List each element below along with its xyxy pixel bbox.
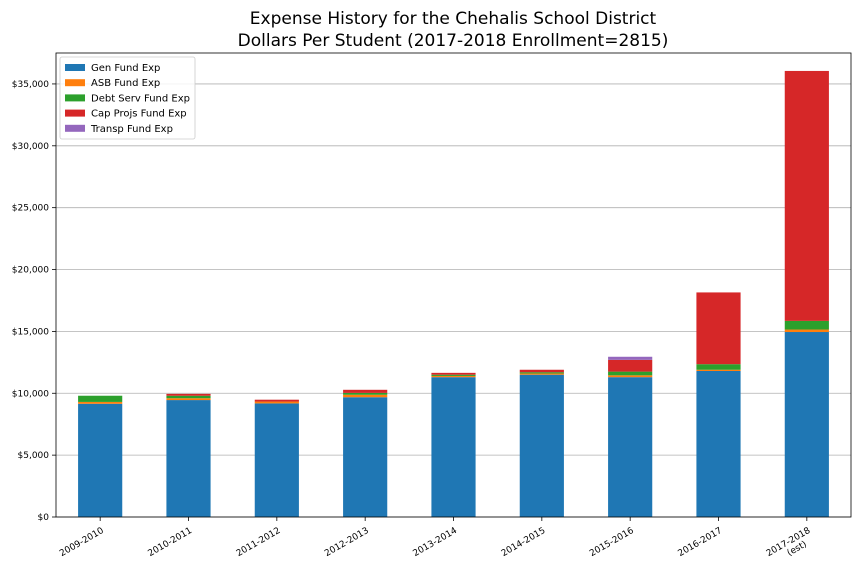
bars [78, 70, 829, 517]
bar-segment [608, 375, 653, 378]
bar-segment [608, 356, 653, 360]
bar-segment [431, 372, 476, 375]
legend-label: ASB Fund Exp [91, 78, 160, 89]
y-axis-ticks: $0 $5,000 $10,000 $15,000 $20,000 $25,000 $30,… [12, 80, 56, 523]
y-tick-label: $35,000 [12, 80, 49, 90]
bar-segment [343, 394, 388, 398]
bar-segment [431, 377, 476, 517]
x-tick-label-line: 2011-2012 [235, 526, 282, 559]
y-tick-label: $15,000 [12, 327, 49, 337]
x-tick-label: 2015-2016 [588, 526, 636, 559]
x-tick-label-line: 2010-2011 [147, 526, 194, 559]
bar-segment [343, 389, 388, 393]
chart-title: Expense History for the Chehalis School … [250, 9, 657, 29]
chart-subtitle: Dollars Per Student (2017-2018 Enrollmen… [238, 31, 669, 51]
bar-segment [254, 399, 299, 402]
bar-segment [696, 292, 741, 365]
x-tick-label-line: 2015-2016 [588, 526, 636, 559]
bar-segment [343, 397, 388, 517]
bar-segment [166, 393, 211, 396]
legend-label: Transp Fund Exp [90, 124, 173, 135]
bar-segment [608, 377, 653, 517]
bar-segment [696, 364, 741, 370]
bar-segment [784, 320, 829, 330]
legend-swatch [65, 109, 85, 117]
y-tick-label: $30,000 [12, 142, 49, 152]
bar-segment [519, 373, 564, 375]
y-tick-label: $5,000 [18, 451, 50, 461]
x-tick-label-line: 2009-2010 [58, 526, 106, 559]
bar-segment [608, 371, 653, 376]
bar-segment [254, 403, 299, 517]
y-tick-label: $0 [38, 513, 50, 523]
legend-label: Gen Fund Exp [91, 63, 160, 74]
bar-segment [78, 395, 123, 402]
legend-label: Debt Serv Fund Exp [91, 93, 190, 104]
bar-segment [78, 403, 123, 517]
legend-swatch [65, 79, 85, 87]
x-tick-label: 2017-2018(est) [765, 526, 818, 568]
bar-segment [784, 329, 829, 333]
x-tick-label: 2010-2011 [147, 526, 194, 559]
x-tick-label-line: 2012-2013 [323, 526, 370, 559]
y-tick-label: $10,000 [12, 389, 49, 399]
bar-segment [519, 369, 564, 373]
legend-swatch [65, 124, 85, 132]
legend-box [59, 56, 196, 140]
bar-segment [78, 401, 123, 404]
bar-segment [519, 372, 564, 374]
bar-segment [431, 375, 476, 378]
x-tick-label: 2011-2012 [235, 526, 282, 559]
bar-segment [166, 400, 211, 517]
x-tick-label: 2009-2010 [58, 526, 106, 559]
x-tick-label: 2012-2013 [323, 526, 370, 559]
x-tick-label-line: 2014-2015 [500, 526, 547, 559]
legend-swatch [65, 64, 85, 71]
legend: Gen Fund Exp ASB Fund Exp Debt Serv Fund E… [59, 56, 196, 140]
x-axis-ticks: 2009-2010 2010-2011 2011-2012 2012-2013 2013… [58, 517, 818, 568]
x-tick-label: 2016-2017 [677, 526, 724, 559]
bar-segment [166, 395, 211, 399]
legend-label: Cap Projs Fund Exp [91, 109, 187, 120]
legend-swatch [65, 94, 85, 102]
bar-segment [608, 359, 653, 372]
x-tick-label: 2014-2015 [500, 526, 547, 559]
bar-segment [343, 392, 388, 395]
bar-segment [784, 332, 829, 517]
x-tick-label-line: 2013-2014 [412, 526, 460, 559]
y-tick-label: $25,000 [12, 204, 49, 214]
y-tick-label: $20,000 [12, 266, 49, 276]
bar-segment [431, 374, 476, 376]
bar-segment [696, 369, 741, 371]
x-tick-label-line: 2016-2017 [677, 526, 724, 559]
bar-segment [696, 370, 741, 517]
x-tick-label: 2013-2014 [412, 526, 460, 559]
bar-segment [166, 398, 211, 401]
bar-segment [519, 374, 564, 517]
bar-segment [254, 401, 299, 404]
bar-segment [784, 70, 829, 321]
